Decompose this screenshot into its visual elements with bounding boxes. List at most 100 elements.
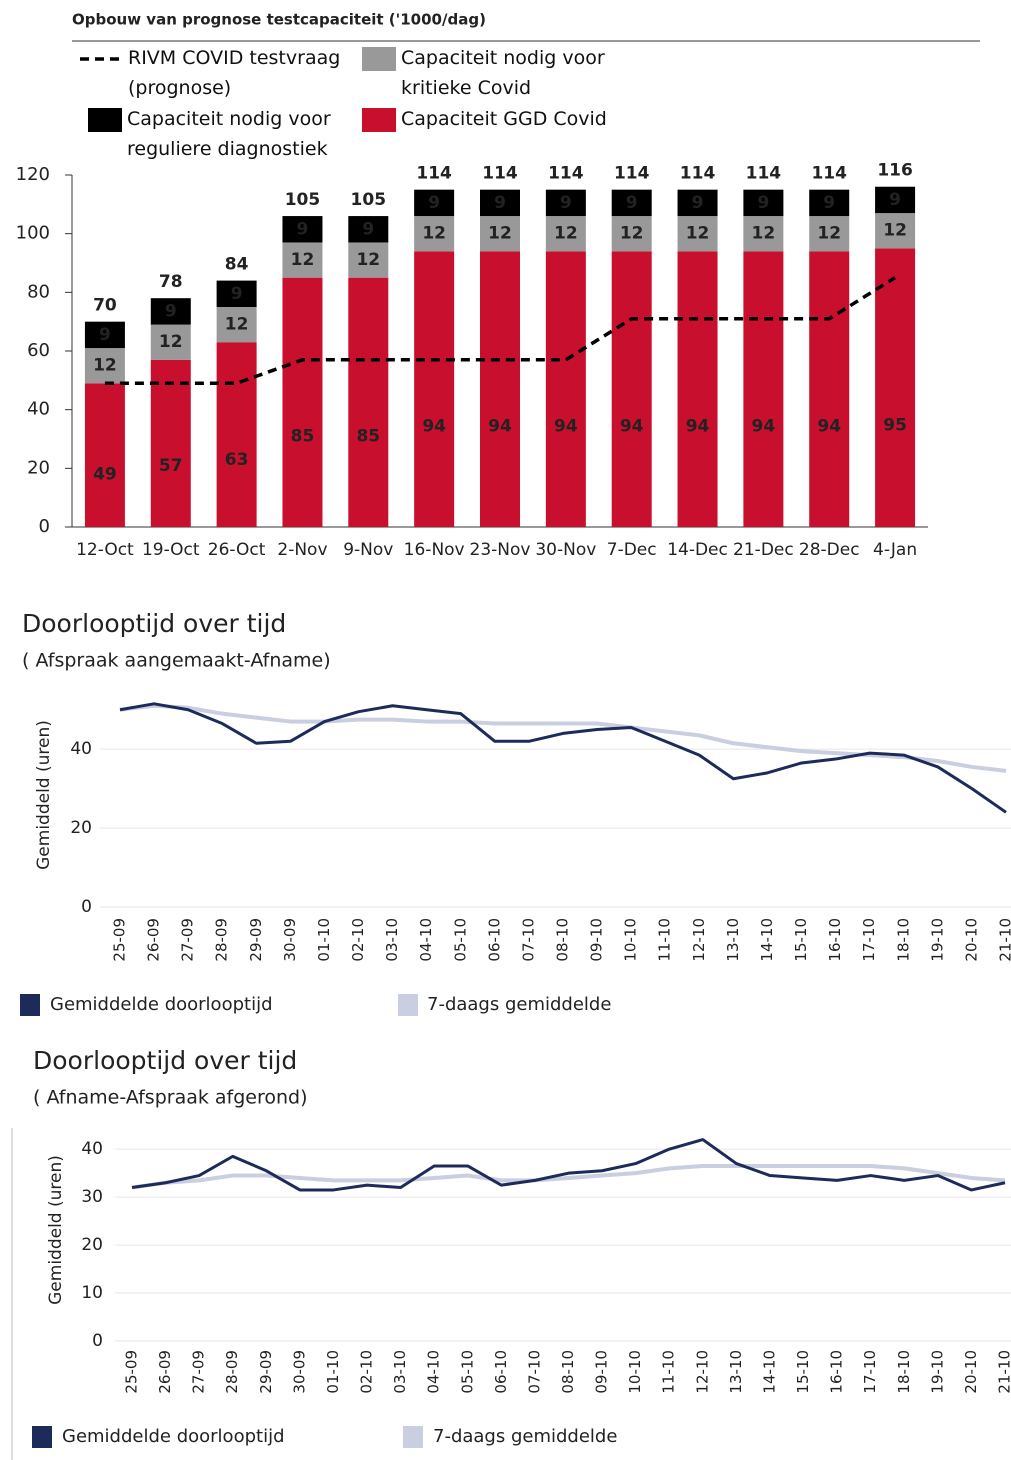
bar-value-label: 94 xyxy=(422,417,446,437)
x-tick-label: 10-10 xyxy=(622,918,640,962)
x-tick-label: 13-10 xyxy=(724,918,742,962)
x-tick-label: 12-Oct xyxy=(76,540,134,560)
x-tick-label: 11-10 xyxy=(656,918,674,962)
bar-segment xyxy=(480,216,520,252)
bar-value-label: 95 xyxy=(883,416,907,436)
x-tick-label: 17-10 xyxy=(860,918,878,962)
bar-value-label: 12 xyxy=(883,221,907,241)
bar-segment xyxy=(348,242,389,278)
legend-label: Gemiddelde doorlooptijd xyxy=(50,994,273,1015)
x-tick-label: 28-Dec xyxy=(799,540,860,560)
bar-value-label: 63 xyxy=(225,450,249,470)
x-tick-label: 29-09 xyxy=(247,918,265,962)
bar-segment xyxy=(84,383,125,527)
bar-value-label: 12 xyxy=(356,250,380,270)
y-tick-label: 20 xyxy=(27,457,50,478)
x-tick-label: 21-Dec xyxy=(733,540,794,560)
series-line xyxy=(119,703,1007,773)
chart-title: Doorlooptijd over tijd xyxy=(22,609,286,638)
bar-segment xyxy=(84,348,125,384)
x-tick-label: 21-10 xyxy=(996,1350,1011,1394)
y-tick-label: 30 xyxy=(81,1187,103,1207)
legend-swatch xyxy=(403,1426,423,1448)
bar-value-label: 9 xyxy=(494,193,506,213)
x-tick-label: 08-10 xyxy=(554,918,572,962)
bar-segment xyxy=(875,248,916,528)
bar-value-label: 9 xyxy=(297,219,309,239)
x-tick-label: 09-10 xyxy=(588,918,606,962)
y-axis-label: Gemiddeld (uren) xyxy=(34,720,54,870)
bar-value-label: 57 xyxy=(159,456,183,476)
bar-value-label: 12 xyxy=(225,315,249,335)
total-label: 114 xyxy=(614,164,650,184)
bar-value-label: 12 xyxy=(620,224,644,244)
y-tick-label: 40 xyxy=(81,1139,103,1159)
legend-swatch xyxy=(20,994,40,1016)
total-label: 114 xyxy=(680,164,716,184)
y-tick-label: 100 xyxy=(16,223,50,244)
bar-value-label: 9 xyxy=(889,190,901,210)
bar-segment xyxy=(809,189,850,217)
x-tick-label: 02-10 xyxy=(358,1350,376,1394)
bar-value-label: 9 xyxy=(231,284,243,304)
bar-segment xyxy=(677,216,718,252)
bar-value-label: 49 xyxy=(93,465,117,485)
x-tick-label: 14-10 xyxy=(760,1350,778,1394)
bar-segment xyxy=(875,213,916,249)
bar-value-label: 9 xyxy=(692,193,704,213)
total-label: 105 xyxy=(351,190,387,210)
y-tick-label: 20 xyxy=(81,1235,103,1255)
chart-title: Doorlooptijd over tijd xyxy=(33,1046,297,1075)
y-axis-label: Gemiddeld (uren) xyxy=(46,1155,66,1305)
x-tick-label: 26-09 xyxy=(156,1350,174,1394)
bar-segment xyxy=(677,251,718,527)
bar-segment xyxy=(809,216,850,252)
total-label: 114 xyxy=(811,164,847,184)
bar-value-label: 12 xyxy=(422,224,446,244)
bar-value-label: 94 xyxy=(817,417,841,437)
x-tick-label: 25-09 xyxy=(111,918,129,962)
legend-label: Capaciteit nodig voor reguliere diagnost… xyxy=(127,108,331,160)
bar-value-label: 12 xyxy=(291,250,315,270)
legend-label: Gemiddelde doorlooptijd xyxy=(62,1426,285,1447)
x-tick-label: 17-10 xyxy=(861,1350,879,1394)
x-tick-label: 23-Nov xyxy=(470,540,531,560)
x-tick-label: 08-10 xyxy=(559,1350,577,1394)
x-tick-label: 03-10 xyxy=(383,918,401,962)
bar-value-label: 12 xyxy=(817,224,841,244)
legend-label: Capaciteit nodig voor kritieke Covid xyxy=(401,47,605,99)
x-tick-label: 27-09 xyxy=(190,1350,208,1394)
bar-segment xyxy=(743,216,784,252)
bar-value-label: 9 xyxy=(165,301,177,321)
x-tick-label: 06-10 xyxy=(492,1350,510,1394)
bar-segment xyxy=(348,277,389,527)
x-tick-label: 01-10 xyxy=(324,1350,342,1394)
legend-swatch xyxy=(398,994,418,1016)
x-tick-label: 27-09 xyxy=(179,918,197,962)
bar-segment xyxy=(611,251,652,527)
bar-value-label: 85 xyxy=(356,426,380,446)
bar-segment xyxy=(545,251,586,527)
y-tick-label: 0 xyxy=(92,1331,103,1351)
bar-segment xyxy=(414,189,455,217)
x-tick-label: 16-10 xyxy=(826,918,844,962)
bar-segment xyxy=(611,216,652,252)
x-tick-label: 15-10 xyxy=(792,918,810,962)
x-tick-label: 4-Jan xyxy=(873,540,917,560)
bar-value-label: 12 xyxy=(752,224,776,244)
bar-value-label: 12 xyxy=(488,224,512,244)
bar-value-label: 12 xyxy=(93,356,117,376)
y-tick-label: 10 xyxy=(81,1283,103,1303)
legend-label: RIVM COVID testvraag (prognose) xyxy=(128,47,341,99)
series-line xyxy=(131,1138,1006,1192)
x-tick-label: 30-Nov xyxy=(535,540,596,560)
bar-value-label: 9 xyxy=(626,193,638,213)
bar-segment xyxy=(216,280,257,307)
x-tick-label: 18-10 xyxy=(894,918,912,962)
bar-value-label: 94 xyxy=(752,417,776,437)
x-tick-label: 13-10 xyxy=(727,1350,745,1394)
bar-segment xyxy=(84,321,125,349)
x-tick-label: 19-10 xyxy=(928,918,946,962)
